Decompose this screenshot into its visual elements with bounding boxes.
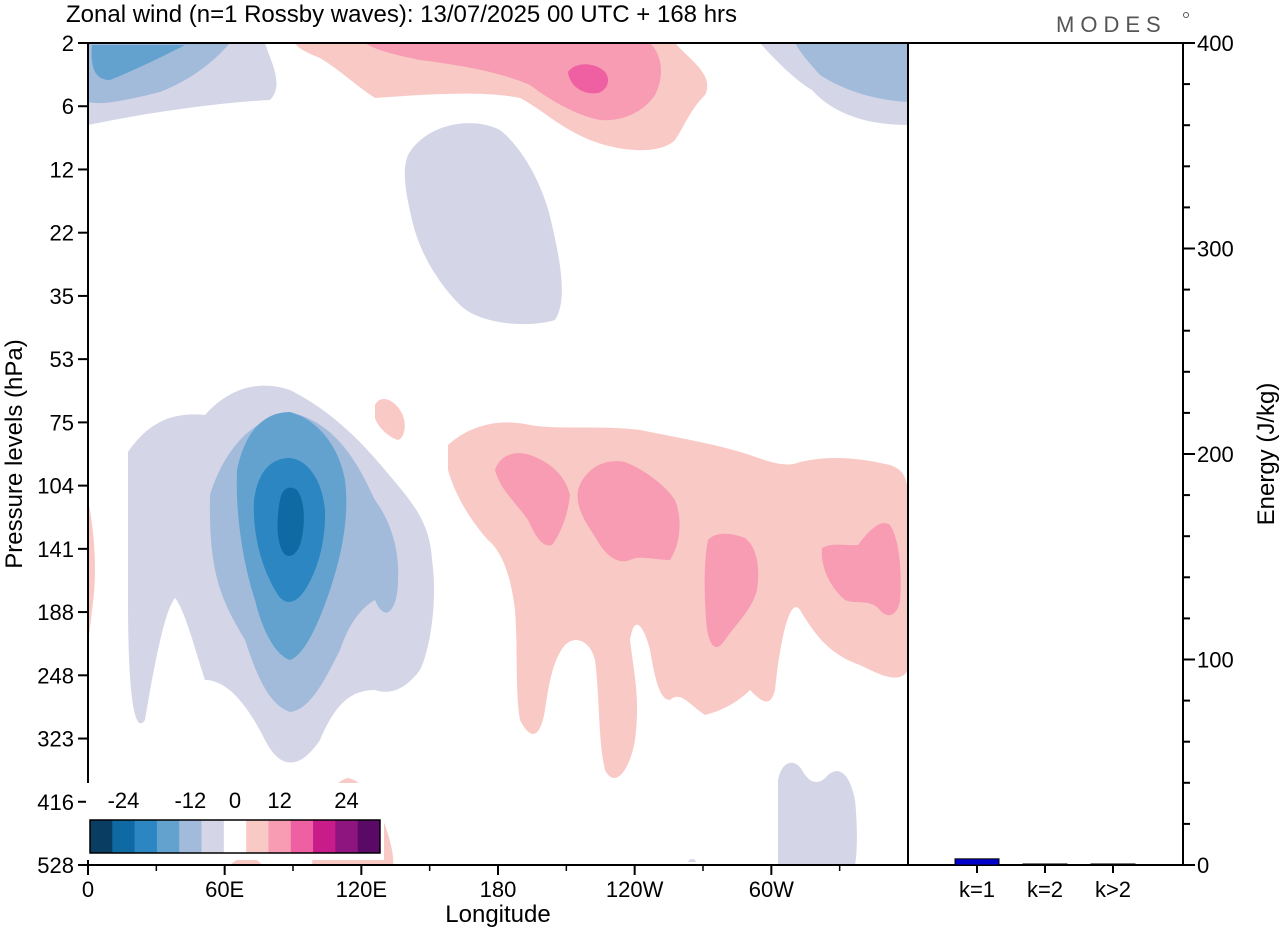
- contour-pos-band-10-c: [704, 533, 759, 648]
- colorbar: -24 -12 0 12 24: [86, 783, 384, 860]
- colorbar-tick-label: 0: [229, 788, 241, 813]
- x-tick-label: 120E: [336, 877, 387, 902]
- colorbar-tick-label: 12: [267, 788, 291, 813]
- energy-bar: [954, 858, 1000, 866]
- contour-pos-band-10-a: [495, 453, 570, 546]
- contour-pos-top-10: [365, 43, 662, 121]
- x-tick-label: 120W: [606, 877, 664, 902]
- energy-category-label: k=1: [959, 877, 995, 902]
- heatmap-field: [88, 43, 908, 865]
- y-tick-label: 141: [37, 537, 74, 562]
- energy-bars: k=1 k=2 k>2: [954, 858, 1136, 902]
- colorbar-swatch: [313, 820, 336, 853]
- energy-axis-ticks: 0 100 200 300 400: [1183, 31, 1234, 878]
- contour-pos-left-edge: [88, 500, 95, 650]
- colorbar-swatch: [223, 820, 247, 853]
- contour-neg-25: [277, 487, 304, 556]
- contour-pos-band-10-b: [577, 461, 680, 562]
- energy-axis-label: Energy (J/kg): [1253, 383, 1280, 526]
- y-tick-label: 35: [50, 284, 74, 309]
- colorbar-swatch: [268, 820, 292, 853]
- energy-category-label: k>2: [1095, 877, 1131, 902]
- y-tick-label: 22: [50, 221, 74, 246]
- y-tick-label: 2: [62, 31, 74, 56]
- y-tick-label: 12: [50, 157, 74, 182]
- x-tick-label: 60W: [749, 877, 794, 902]
- y-axis-ticks: 2 6 12 22 35 53 75 104 141 188 248 323 416 528: [37, 31, 88, 878]
- contour-neg-top-right-10: [795, 43, 908, 102]
- chart-title: Zonal wind (n=1 Rossby waves): 13/07/202…: [66, 1, 737, 28]
- y-tick-label: 188: [37, 600, 74, 625]
- contour-neg-top-left-15: [91, 45, 185, 80]
- colorbar-tick-label: 24: [334, 788, 358, 813]
- y-tick-label: 6: [62, 94, 74, 119]
- contour-neg-mid: [404, 123, 562, 325]
- x-axis-label: Longitude: [445, 901, 550, 928]
- y-tick-label: 104: [37, 474, 74, 499]
- y-tick-label: 323: [37, 727, 74, 752]
- brand-mark-icon: [1183, 12, 1189, 18]
- colorbar-tick-label: -12: [174, 788, 206, 813]
- colorbar-swatch: [290, 820, 314, 853]
- x-axis-ticks: 0 60E 120E 180 120W 60W: [82, 865, 841, 902]
- contour-neg-bottom-right: [778, 762, 857, 865]
- colorbar-frame: [89, 819, 381, 854]
- energy-category-label: k=2: [1027, 877, 1063, 902]
- y-tick-label: 75: [50, 410, 74, 435]
- x-tick-label: 0: [82, 877, 94, 902]
- y-tick-label: 416: [37, 790, 74, 815]
- contour-pos-top-15: [568, 64, 609, 94]
- energy-tick-label: 200: [1197, 442, 1234, 467]
- brand-logo: MODES: [1056, 12, 1167, 37]
- colorbar-swatch: [201, 820, 225, 853]
- colorbar-swatch: [112, 820, 136, 853]
- colorbar-swatch: [90, 820, 113, 853]
- energy-bar: [1090, 863, 1136, 866]
- contour-pos-band-10-d: [821, 523, 901, 616]
- colorbar-swatch: [179, 820, 203, 853]
- energy-tick-label: 100: [1197, 648, 1234, 673]
- energy-tick-label: 300: [1197, 237, 1234, 262]
- x-tick-label: 180: [480, 877, 517, 902]
- x-tick-label: 60E: [205, 877, 244, 902]
- colorbar-swatch: [156, 820, 180, 853]
- colorbar-swatch: [134, 820, 158, 853]
- contour-pos-small: [375, 398, 405, 440]
- contour-neg-speck: [688, 859, 696, 862]
- energy-tick-label: 0: [1197, 853, 1209, 878]
- energy-tick-label: 400: [1197, 31, 1234, 56]
- y-tick-label: 53: [50, 347, 74, 372]
- y-tick-label: 248: [37, 663, 74, 688]
- colorbar-tick-label: -24: [108, 788, 140, 813]
- colorbar-swatch: [357, 820, 381, 853]
- energy-bar: [1022, 863, 1068, 866]
- y-tick-label: 528: [37, 853, 74, 878]
- y-axis-label: Pressure levels (hPa): [1, 339, 28, 568]
- colorbar-swatch: [335, 820, 359, 853]
- colorbar-swatch: [246, 820, 269, 853]
